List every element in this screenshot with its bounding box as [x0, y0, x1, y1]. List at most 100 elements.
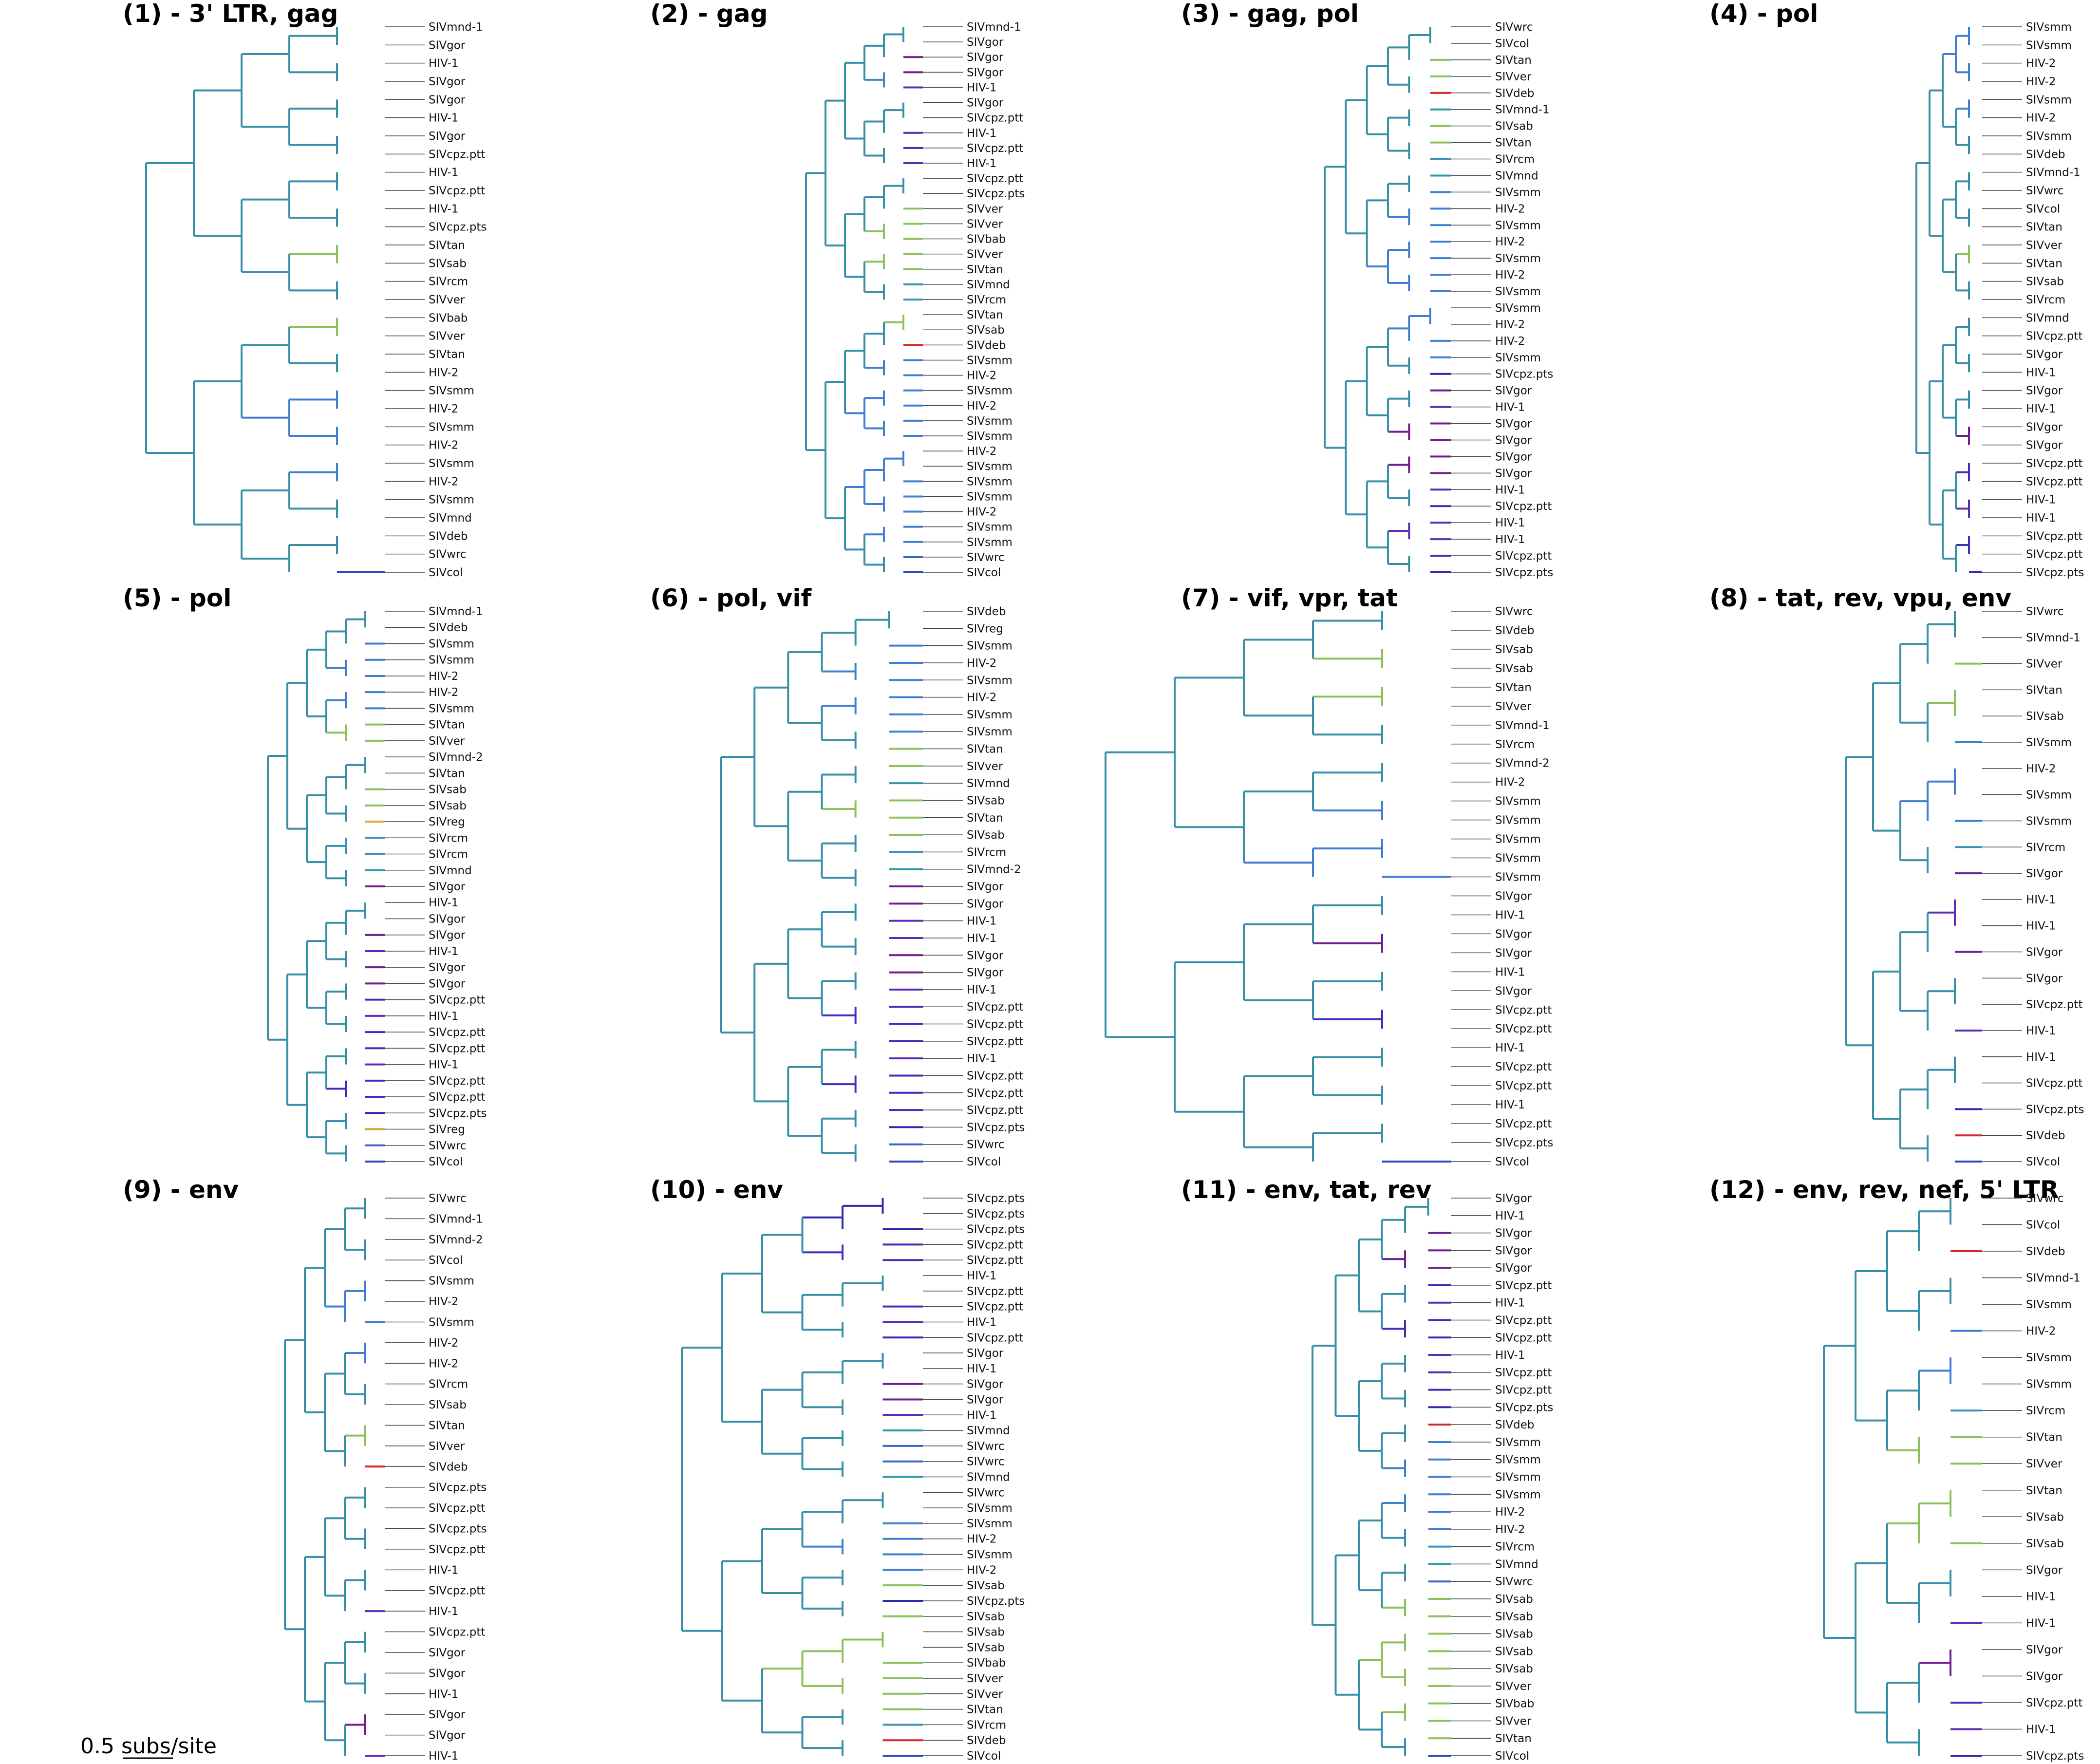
leaf-label: SIVver: [967, 760, 1003, 773]
leaf-label: SIVsmm: [1495, 1454, 1541, 1466]
leaf-label: SIVdeb: [967, 339, 1006, 352]
leaf-label: SIVgor: [1495, 947, 1532, 959]
leaf-label: HIV-1: [2026, 366, 2056, 379]
leaf-label: HIV-2: [967, 370, 996, 382]
leaf-label: SIVmnd-1: [2026, 632, 2081, 644]
leaf-label: HIV-2: [1495, 1523, 1525, 1536]
leaf-label: SIVgor: [2026, 946, 2063, 959]
leaf-label: SIVtan: [967, 812, 1003, 825]
leaf-label: SIVmnd: [2026, 312, 2069, 324]
leaf-label: SIVgor: [429, 961, 466, 974]
leaf-label: SIVsab: [429, 800, 467, 812]
leaf-label: SIVwrc: [1495, 605, 1533, 618]
leaf-label: HIV-2: [1495, 319, 1525, 331]
leaf-label: SIVgor: [2026, 348, 2063, 361]
leaf-label: HIV-1: [429, 945, 458, 958]
leaf-label: SIVsmm: [429, 638, 474, 650]
leaf-label: SIVdeb: [2026, 1245, 2065, 1258]
leaf-label: SIVsab: [2026, 1538, 2064, 1550]
leaf-label: SIVtan: [429, 767, 465, 780]
leaf-label: SIVsab: [967, 1611, 1005, 1623]
leaf-label: SIVcpz.ptt: [967, 1035, 1023, 1048]
leaf-label: SIVmnd-1: [429, 605, 483, 618]
leaf-label: SIVmnd: [967, 1425, 1010, 1437]
leaf-label: SIVsab: [967, 1579, 1005, 1592]
leaf-label: HIV-1: [1495, 1099, 1525, 1111]
leaf-label: SIVcpz.ptt: [967, 112, 1023, 125]
leaf-label: SIVcpz.ptt: [967, 1070, 1023, 1082]
leaf-label: SIVgor: [2026, 1670, 2063, 1683]
leaf-label: SIVgor: [429, 1647, 466, 1659]
leaf-label: SIVcpz.ptt: [429, 1626, 485, 1639]
leaf-label: SIVgor: [2026, 867, 2063, 880]
leaf-label: SIVsab: [1495, 1645, 1533, 1658]
leaf-label: SIVsmm: [2026, 1351, 2072, 1364]
leaf-label: SIVrcm: [1495, 153, 1535, 166]
leaf-label: SIVmnd-1: [1495, 104, 1550, 116]
leaf-label: SIVsab: [429, 784, 467, 796]
leaf-label: SIVcpz.pts: [1495, 1137, 1553, 1149]
leaf-label: HIV-1: [967, 157, 996, 170]
leaf-label: SIVver: [1495, 700, 1532, 713]
leaf-label: SIVcol: [1495, 1750, 1529, 1763]
leaf-label: SIVbab: [967, 1657, 1006, 1670]
leaf-label: SIVcol: [2026, 203, 2060, 215]
leaf-label: HIV-1: [1495, 1210, 1525, 1222]
leaf-label: SIVrcm: [429, 848, 468, 861]
leaf-label: HIV-2: [2026, 75, 2056, 88]
leaf-label: HIV-1: [429, 57, 458, 70]
leaf-label: SIVsmm: [967, 385, 1012, 397]
leaf-label: SIVcpz.ptt: [1495, 1384, 1552, 1397]
leaf-label: SIVcpz.ptt: [2026, 330, 2082, 343]
leaf-label: HIV-2: [1495, 1506, 1525, 1519]
leaf-label: HIV-1: [429, 1564, 458, 1576]
leaf-label: SIVsmm: [1495, 1488, 1541, 1501]
leaf-label: SIVsmm: [429, 457, 474, 470]
leaf-label: SIVver: [967, 218, 1003, 230]
leaf-label: SIVmnd-1: [2026, 167, 2081, 179]
leaf-label: SIVwrc: [2026, 1192, 2064, 1205]
leaf-label: HIV-1: [429, 167, 458, 179]
leaf-label: SIVver: [2026, 239, 2062, 252]
leaf-label: SIVsmm: [967, 354, 1012, 367]
leaf-label: SIVtan: [967, 309, 1003, 321]
leaf-label: SIVtan: [429, 348, 465, 361]
leaf-label: SIVsmm: [429, 1316, 474, 1329]
leaf-label: SIVtan: [429, 719, 465, 732]
leaf-label: SIVgor: [967, 881, 1004, 893]
leaf-label: SIVcol: [429, 1156, 463, 1168]
leaf-label: SIVcpz.pts: [967, 1121, 1025, 1134]
leaf-label: SIVsmm: [967, 674, 1012, 687]
leaf-label: SIVcpz.pts: [967, 188, 1025, 200]
leaf-label: SIVsab: [967, 1641, 1005, 1654]
leaf-label: SIVwrc: [2026, 605, 2064, 618]
leaf-label: HIV-1: [1495, 909, 1525, 921]
leaf-label: SIVgor: [967, 1347, 1004, 1360]
scale-bar: 0.5 subs/site: [80, 1734, 217, 1759]
tree-panel-9: (9) - env SIVwrc SIVmnd-1 SIVmnd-2 SIVcol SIV…: [123, 1176, 487, 1763]
leaf-label: SIVgor: [967, 51, 1004, 64]
leaf-label: SIVdeb: [429, 1461, 468, 1473]
leaf-label: SIVsmm: [2026, 21, 2072, 34]
leaf-label: SIVdeb: [2026, 148, 2065, 161]
leaf-label: SIVdeb: [2026, 1129, 2065, 1142]
leaf-label: SIVcpz.pts: [429, 1482, 487, 1494]
leaf-label: SIVtan: [967, 263, 1003, 276]
leaf-label: SIVsab: [1495, 1593, 1533, 1606]
leaf-label: SIVgor: [967, 66, 1004, 79]
leaf-label: SIVmnd-2: [967, 863, 1021, 876]
leaf-label: SIVgor: [429, 977, 466, 990]
leaf-label: SIVsmm: [2026, 736, 2072, 749]
leaf-label: SIVcpz.ptt: [429, 1075, 485, 1088]
panel-title: (9) - env: [123, 1176, 239, 1204]
leaf-label: HIV-1: [1495, 517, 1525, 529]
leaf-label: SIVgor: [429, 1667, 466, 1680]
leaf-label: SIVsmm: [1495, 871, 1541, 884]
leaf-label: SIVsmm: [967, 460, 1012, 473]
leaf-label: SIVcpz.ptt: [967, 1087, 1023, 1100]
leaf-label: HIV-1: [2026, 1591, 2056, 1603]
leaf-label: SIVcpz.pts: [1495, 1401, 1553, 1414]
leaf-label: SIVcpz.ptt: [967, 1018, 1023, 1031]
leaf-label: SIVver: [429, 1440, 465, 1453]
leaf-label: SIVwrc: [2026, 185, 2064, 197]
